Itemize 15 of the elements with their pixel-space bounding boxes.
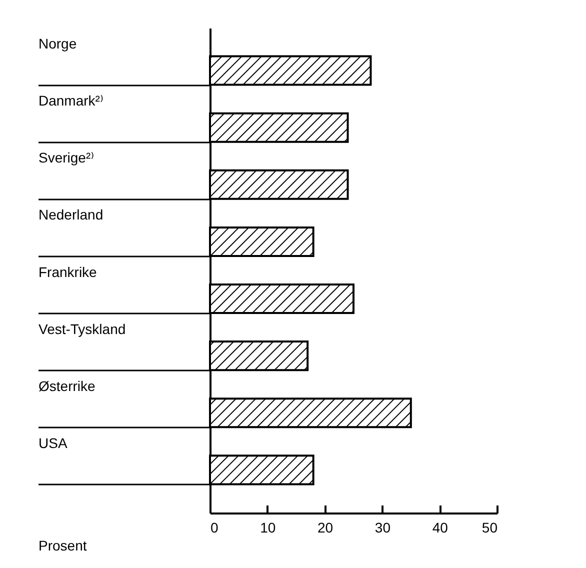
y-tick-label: Danmark²⁾ <box>38 92 104 109</box>
y-tick-label: USA <box>38 434 68 451</box>
x-tick-label: 50 <box>482 520 498 536</box>
y-tick-label: Vest-Tyskland <box>38 320 126 337</box>
y-tick-label: Norge <box>38 36 77 52</box>
x-tick-label: 0 <box>210 520 218 536</box>
x-axis-title: Prosent <box>38 538 87 554</box>
y-tick-label: Østerrike <box>38 378 96 394</box>
x-tick-label: 30 <box>374 520 391 536</box>
y-tick-label: Frankrike <box>38 264 98 280</box>
y-tick-label: Sverige²⁾ <box>38 150 94 166</box>
y-tick-label: Nederland <box>38 206 104 223</box>
x-tick-label: 40 <box>432 520 448 536</box>
x-tick-label: 10 <box>260 520 276 536</box>
x-tick-label: 20 <box>318 520 334 536</box>
